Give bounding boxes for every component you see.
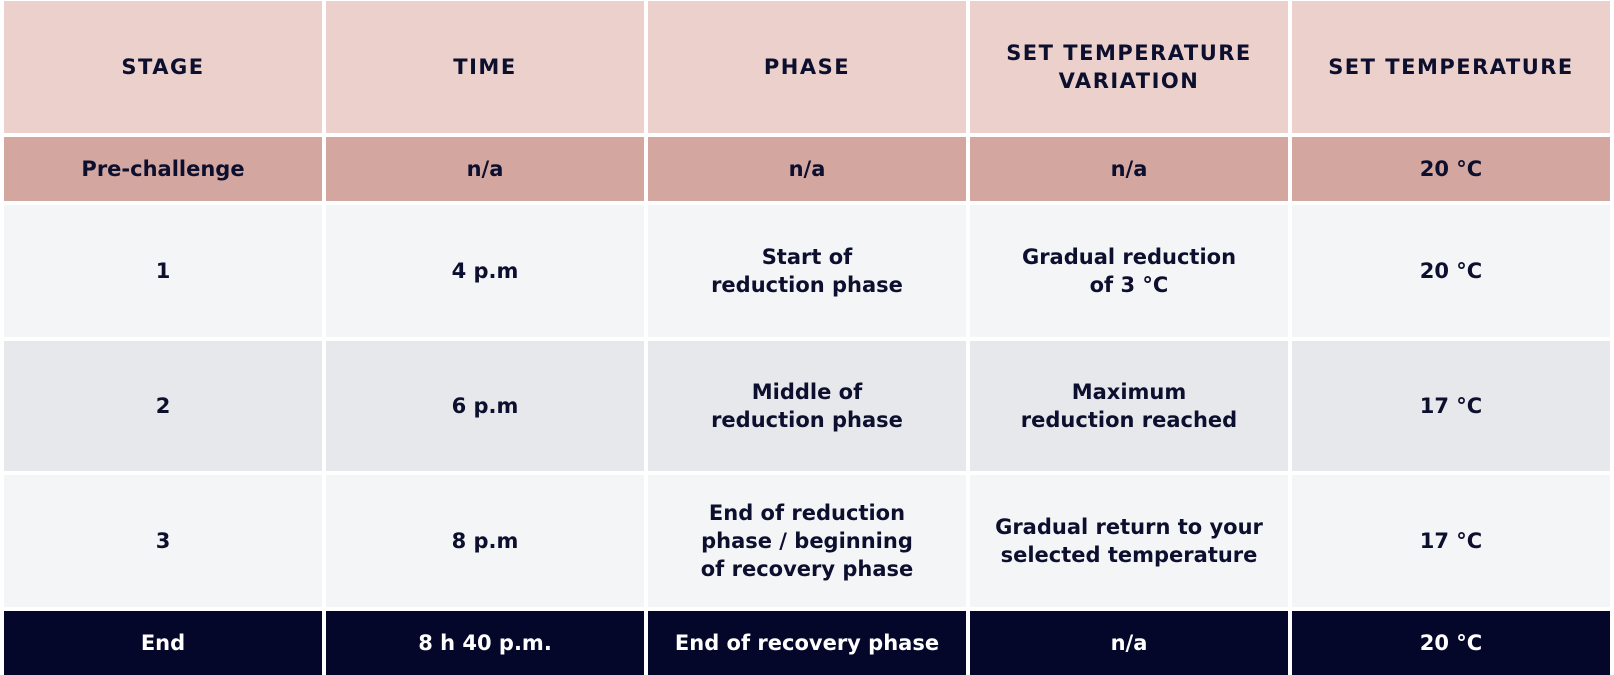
table-cell: Start of reduction phase bbox=[648, 205, 966, 337]
table-cell: 3 bbox=[4, 475, 322, 607]
header-cell: SET TEMPERATURE bbox=[1292, 1, 1610, 133]
table-cell: 8 h 40 p.m. bbox=[326, 611, 644, 675]
table-cell: Gradual reduction of 3 °C bbox=[970, 205, 1288, 337]
table-cell: Pre-challenge bbox=[4, 137, 322, 201]
table-cell: n/a bbox=[970, 137, 1288, 201]
table-cell: End bbox=[4, 611, 322, 675]
table-cell: 20 °C bbox=[1292, 137, 1610, 201]
table-cell: 20 °C bbox=[1292, 611, 1610, 675]
table-cell: 1 bbox=[4, 205, 322, 337]
table-cell: 8 p.m bbox=[326, 475, 644, 607]
table-cell: n/a bbox=[326, 137, 644, 201]
table-cell: Gradual return to your selected temperat… bbox=[970, 475, 1288, 607]
table-cell: 20 °C bbox=[1292, 205, 1610, 337]
table-cell: End of recovery phase bbox=[648, 611, 966, 675]
table-cell: 17 °C bbox=[1292, 341, 1610, 471]
table-cell: n/a bbox=[970, 611, 1288, 675]
table-cell: 17 °C bbox=[1292, 475, 1610, 607]
header-cell: STAGE bbox=[4, 1, 322, 133]
table-cell: 2 bbox=[4, 341, 322, 471]
header-cell: TIME bbox=[326, 1, 644, 133]
table-cell: End of reduction phase / beginning of re… bbox=[648, 475, 966, 607]
table-cell: 6 p.m bbox=[326, 341, 644, 471]
table-cell: 4 p.m bbox=[326, 205, 644, 337]
table-cell: n/a bbox=[648, 137, 966, 201]
header-cell: PHASE bbox=[648, 1, 966, 133]
table-cell: Maximum reduction reached bbox=[970, 341, 1288, 471]
header-cell: SET TEMPERATURE VARIATION bbox=[970, 1, 1288, 133]
table-cell: Middle of reduction phase bbox=[648, 341, 966, 471]
